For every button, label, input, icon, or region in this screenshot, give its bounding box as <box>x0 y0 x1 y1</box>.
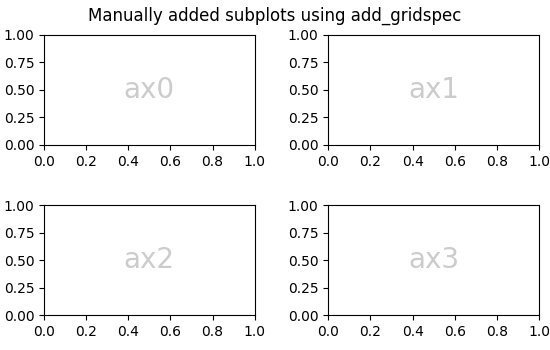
Text: ax0: ax0 <box>124 76 175 104</box>
Text: ax2: ax2 <box>124 246 175 274</box>
Text: ax1: ax1 <box>408 76 459 104</box>
Text: Manually added subplots using add_gridspec: Manually added subplots using add_gridsp… <box>89 7 461 25</box>
Text: ax3: ax3 <box>408 246 459 274</box>
